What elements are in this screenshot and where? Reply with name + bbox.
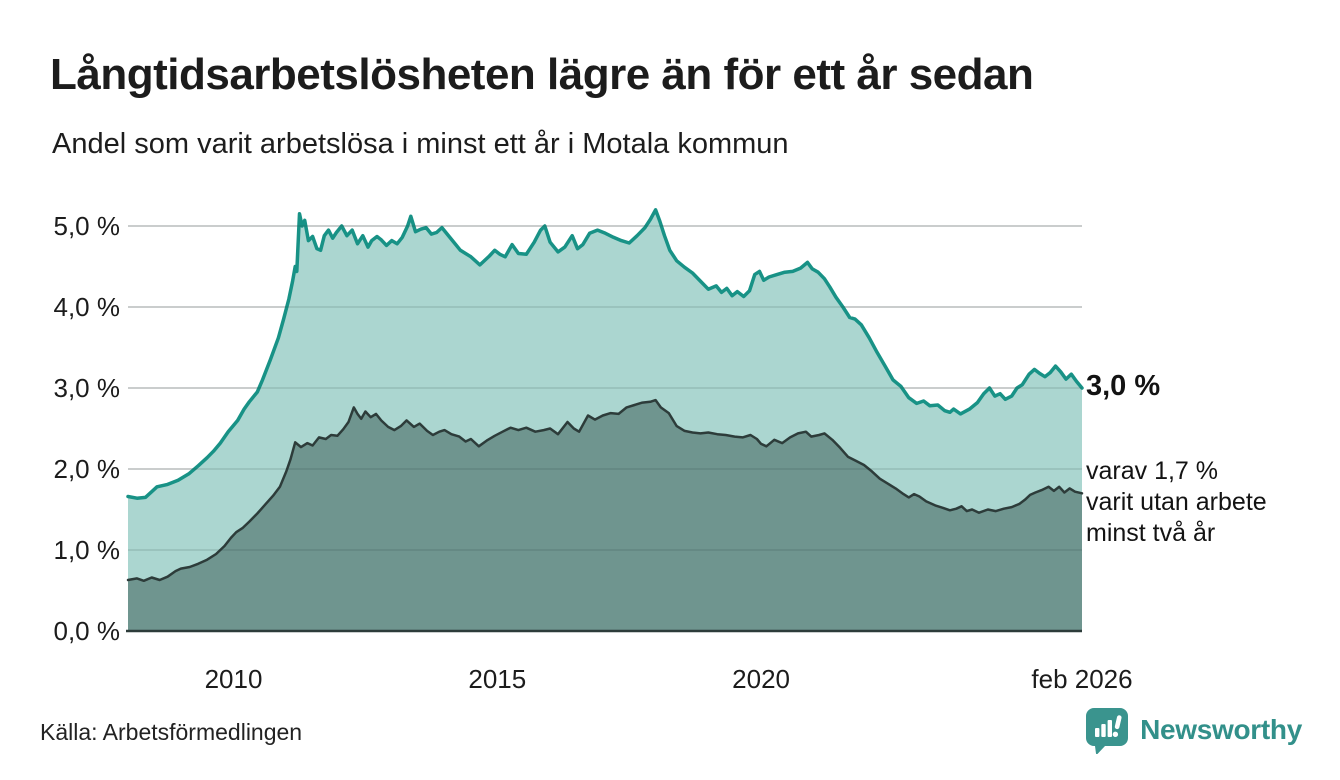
line-two-years [126, 398, 1084, 583]
x-axis-tick-label: feb 2026 [1031, 664, 1132, 694]
y-axis-tick-label: 4,0 % [54, 292, 121, 322]
latest-value-label: 3,0 % [1086, 370, 1161, 402]
area-two-years [128, 400, 1082, 631]
line-total [126, 208, 1084, 500]
source-attribution: Källa: Arbetsförmedlingen [40, 719, 303, 745]
newsworthy-wordmark: Newsworthy [1140, 714, 1302, 745]
x-axis-tick-label: 2015 [468, 664, 526, 694]
chart-subtitle: Andel som varit arbetslösa i minst ett å… [52, 128, 789, 160]
y-axis-tick-label: 1,0 % [54, 535, 121, 565]
y-axis-tick-label: 3,0 % [54, 373, 121, 403]
secondary-annotation: varav 1,7 % varit utan arbete minst två … [1086, 456, 1267, 549]
secondary-annotation-line: varav 1,7 % [1086, 457, 1219, 485]
y-axis-tick-label: 5,0 % [54, 211, 121, 241]
page-title: Långtidsarbetslösheten lägre än för ett … [50, 50, 1034, 99]
x-axis-tick-label: 2010 [205, 664, 263, 694]
y-axis-tick-label: 0,0 % [54, 616, 121, 646]
x-axis-tick-label: 2020 [732, 664, 790, 694]
newsworthy-logo: Newsworthy [1084, 706, 1302, 754]
newsworthy-bubble-icon [1086, 708, 1129, 754]
secondary-annotation-line: minst två år [1086, 519, 1216, 547]
secondary-annotation-line: varit utan arbete [1086, 488, 1267, 516]
y-axis-tick-label: 2,0 % [54, 454, 121, 484]
